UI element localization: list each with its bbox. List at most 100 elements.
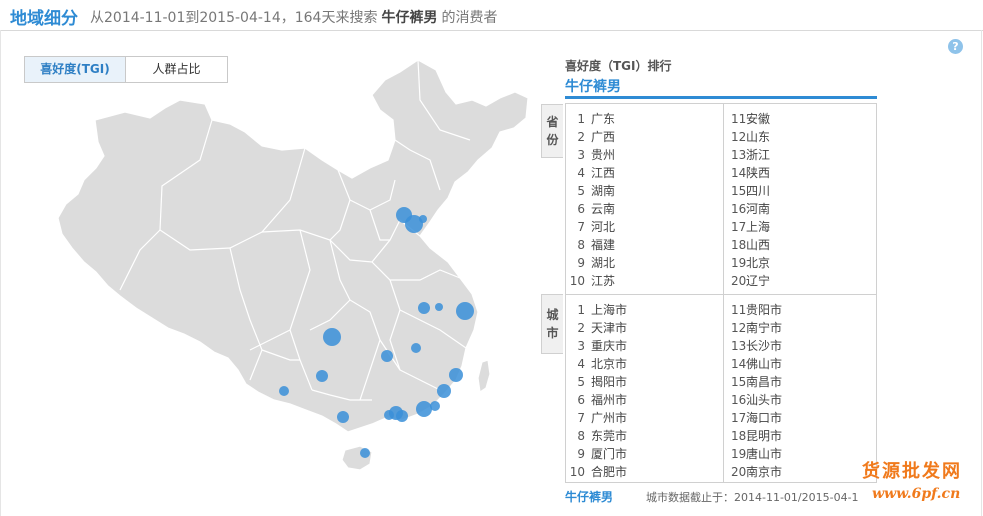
city-rank-item[interactable]: 11贵阳市 <box>731 301 782 319</box>
bubble-nanchang[interactable] <box>411 343 421 353</box>
province-name: 河南 <box>746 202 771 216</box>
bubble-nanjing[interactable] <box>435 303 443 311</box>
bubble-kunming[interactable] <box>279 386 289 396</box>
bubble-shanghai[interactable] <box>456 302 474 320</box>
bubble-shantou[interactable] <box>430 401 440 411</box>
rank-number: 12 <box>731 130 747 144</box>
rank-number: 7 <box>577 411 585 425</box>
rank-number: 12 <box>731 321 747 335</box>
province-rank-item[interactable]: 17上海 <box>731 218 770 236</box>
province-rank-item[interactable]: 4 江西 <box>565 164 615 182</box>
province-rank-item[interactable]: 15四川 <box>731 182 770 200</box>
bubble-chongqing[interactable] <box>323 328 341 346</box>
city-rank-item[interactable]: 10 合肥市 <box>565 463 627 481</box>
help-icon[interactable]: ? <box>948 39 963 54</box>
city-rank-item[interactable]: 17海口市 <box>731 409 782 427</box>
bubble-hefei[interactable] <box>418 302 430 314</box>
city-name: 贵阳市 <box>746 303 783 317</box>
rank-number: 14 <box>731 166 747 180</box>
rank-number: 19 <box>731 256 747 270</box>
city-name: 合肥市 <box>591 465 628 479</box>
rank-number: 9 <box>577 256 585 270</box>
city-name: 南昌市 <box>746 375 783 389</box>
province-rank-item[interactable]: 16河南 <box>731 200 770 218</box>
rank-number: 18 <box>731 429 747 443</box>
city-rank-item[interactable]: 7 广州市 <box>565 409 627 427</box>
section-subtitle: 从2014-11-01到2015-04-14，164天来搜索 牛仔裤男 的消费者 <box>90 7 497 27</box>
province-name: 山西 <box>746 238 771 252</box>
city-rank-item[interactable]: 12南宁市 <box>731 319 782 337</box>
rank-number: 13 <box>731 148 747 162</box>
city-rank-item[interactable]: 15南昌市 <box>731 373 782 391</box>
city-rank-item[interactable]: 18昆明市 <box>731 427 782 445</box>
city-rank-item[interactable]: 20南京市 <box>731 463 782 481</box>
city-name: 上海市 <box>591 303 628 317</box>
city-name: 昆明市 <box>746 429 783 443</box>
bubble-fuzhou[interactable] <box>449 368 463 382</box>
province-rank-item[interactable]: 3 贵州 <box>565 146 615 164</box>
province-rank-item[interactable]: 14陕西 <box>731 164 770 182</box>
bubble-jieyang[interactable] <box>416 401 432 417</box>
rank-number: 5 <box>577 184 585 198</box>
province-rank-item[interactable]: 2 广西 <box>565 128 615 146</box>
bubble-xiamen[interactable] <box>437 384 451 398</box>
city-rank-item[interactable]: 16汕头市 <box>731 391 782 409</box>
bubble-haikou[interactable] <box>360 448 370 458</box>
rank-number: 9 <box>577 447 585 461</box>
rank-number: 1 <box>577 112 585 126</box>
city-rank-item[interactable]: 14佛山市 <box>731 355 782 373</box>
watermark-text: 货源批发网 <box>862 461 962 482</box>
tab-population-share[interactable]: 人群占比 <box>126 57 227 82</box>
rank-number: 4 <box>577 166 585 180</box>
watermark-url: www.6pf.cn <box>872 486 961 502</box>
province-rank-item[interactable]: 19北京 <box>731 254 770 272</box>
city-rank-item[interactable]: 9 厦门市 <box>565 445 627 463</box>
province-name: 云南 <box>591 202 616 216</box>
rank-number: 15 <box>731 184 747 198</box>
city-name: 天津市 <box>591 321 628 335</box>
bubble-foshan[interactable] <box>384 410 394 420</box>
province-rank-item[interactable]: 11安徽 <box>731 110 770 128</box>
province-name: 浙江 <box>746 148 771 162</box>
province-rank-item[interactable]: 18山西 <box>731 236 770 254</box>
rank-number: 8 <box>577 238 585 252</box>
province-rank-item[interactable]: 12山东 <box>731 128 770 146</box>
rank-number: 14 <box>731 357 747 371</box>
table-column-divider <box>723 104 724 482</box>
city-rank-item[interactable]: 1 上海市 <box>565 301 627 319</box>
city-rank-item[interactable]: 8 东莞市 <box>565 427 627 445</box>
city-rank-item[interactable]: 6 福州市 <box>565 391 627 409</box>
rank-number: 7 <box>577 220 585 234</box>
province-rank-item[interactable]: 20辽宁 <box>731 272 770 290</box>
province-rank-item[interactable]: 9 湖北 <box>565 254 615 272</box>
bubble-changsha[interactable] <box>381 350 393 362</box>
city-name: 重庆市 <box>591 339 628 353</box>
province-rank-item[interactable]: 13浙江 <box>731 146 770 164</box>
province-rank-item[interactable]: 10 江苏 <box>565 272 615 290</box>
rank-number: 5 <box>577 375 585 389</box>
province-name: 湖南 <box>591 184 616 198</box>
bubble-tianjin[interactable] <box>405 215 423 233</box>
city-rank-item[interactable]: 13长沙市 <box>731 337 782 355</box>
province-rank-item[interactable]: 6 云南 <box>565 200 615 218</box>
province-name: 江苏 <box>591 274 616 288</box>
rank-number: 10 <box>569 465 585 479</box>
bubble-guiyang[interactable] <box>316 370 328 382</box>
rank-number: 8 <box>577 429 585 443</box>
bubble-dongguan[interactable] <box>396 410 408 422</box>
province-rank-item[interactable]: 1 广东 <box>565 110 615 128</box>
city-rank-item[interactable]: 19唐山市 <box>731 445 782 463</box>
city-rank-item[interactable]: 4 北京市 <box>565 355 627 373</box>
province-rank-item[interactable]: 8 福建 <box>565 236 615 254</box>
rank-number: 20 <box>731 465 747 479</box>
tab-tgi[interactable]: 喜好度(TGI) <box>25 57 126 82</box>
province-rank-item[interactable]: 5 湖南 <box>565 182 615 200</box>
city-rank-item[interactable]: 3 重庆市 <box>565 337 627 355</box>
province-rank-item[interactable]: 7 河北 <box>565 218 615 236</box>
city-rank-item[interactable]: 5 揭阳市 <box>565 373 627 391</box>
bubble-tangshan[interactable] <box>419 215 427 223</box>
bubble-nanning[interactable] <box>337 411 349 423</box>
city-rank-item[interactable]: 2 天津市 <box>565 319 627 337</box>
table-section-divider <box>566 294 876 295</box>
rank-number: 19 <box>731 447 747 461</box>
